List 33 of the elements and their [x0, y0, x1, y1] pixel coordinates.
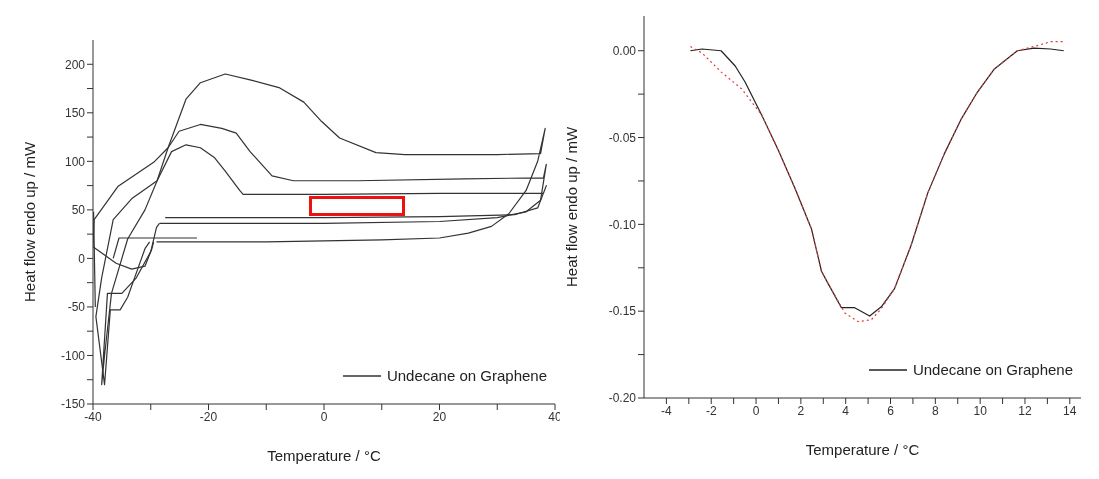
x-tick-label: 4 [842, 403, 850, 418]
x-tick-label: 20 [432, 409, 447, 424]
y-tick-label: 0 [78, 251, 86, 266]
x-tick-label: 0 [320, 409, 328, 424]
x-tick-label: 10 [973, 403, 988, 418]
x-tick-label: 12 [1018, 403, 1032, 418]
y-tick-label: 100 [64, 154, 86, 169]
x-tick-label: 2 [797, 403, 805, 418]
y-tick-label: 150 [64, 106, 86, 121]
y-axis-title: Heat flow endo up / mW [21, 141, 39, 303]
x-tick-label: 8 [931, 403, 939, 418]
y-tick-label: 0.00 [612, 43, 637, 58]
x-tick-label: 0 [752, 403, 760, 418]
x-axis-title: Temperature / °C [805, 441, 920, 458]
x-tick-label: -4 [661, 403, 673, 418]
y-tick-label: -100 [60, 348, 86, 363]
x-axis-title: Temperature / °C [267, 447, 381, 464]
y-tick-label: -50 [67, 300, 86, 315]
legend-label: Undecane on Graphene [912, 361, 1073, 378]
y-tick-label: -150 [60, 397, 86, 412]
legend-label: Undecane on Graphene [386, 367, 547, 384]
x-tick-label: -20 [199, 409, 218, 424]
y-tick-label: -0.20 [608, 391, 637, 406]
x-tick-label: -2 [705, 403, 717, 418]
y-axis-title: Heat flow endo up / mW [563, 126, 581, 288]
y-tick-label: -0.05 [608, 130, 637, 145]
y-tick-label: -0.10 [608, 217, 637, 232]
y-tick-label: 50 [71, 203, 86, 218]
y-tick-label: -0.15 [608, 304, 637, 319]
x-tick-label: 6 [887, 403, 895, 418]
y-tick-label: 200 [64, 57, 86, 72]
x-tick-label: -40 [84, 409, 102, 424]
x-tick-label: 14 [1063, 403, 1077, 418]
